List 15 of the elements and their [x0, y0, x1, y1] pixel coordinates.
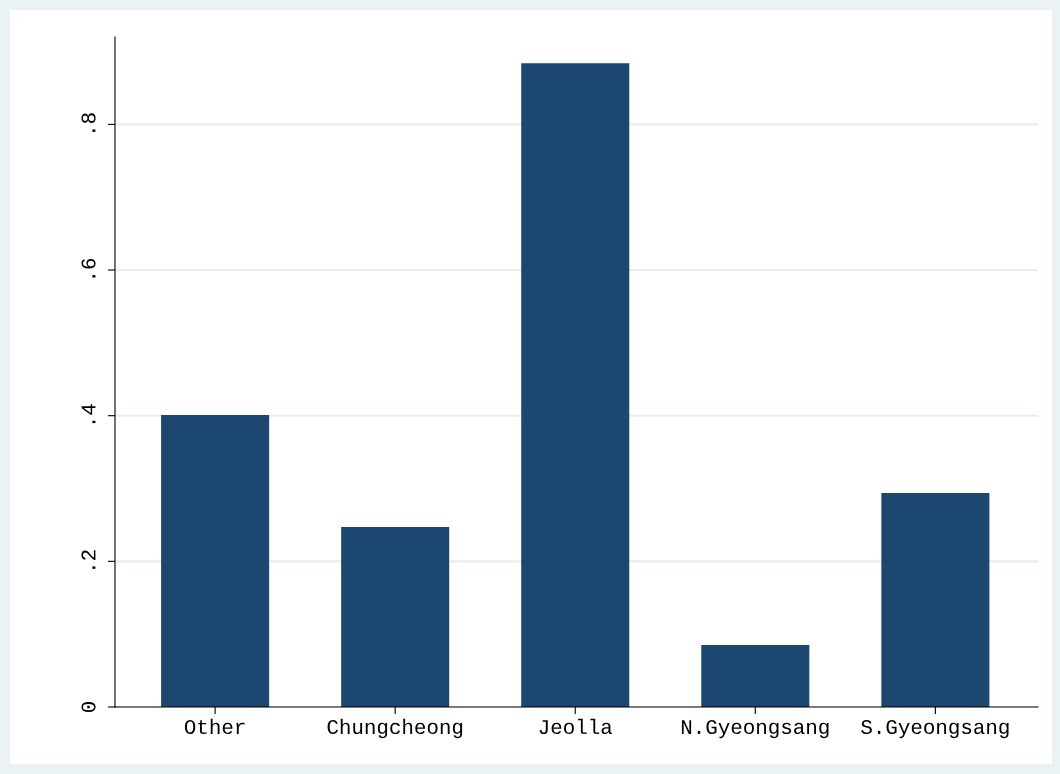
y-tick-label: .2 [81, 550, 96, 569]
x-tick-label: Other [184, 718, 245, 735]
bar [521, 63, 630, 707]
y-tick-label: .6 [81, 258, 96, 278]
bar [341, 527, 450, 707]
bar [701, 645, 810, 707]
bar [881, 492, 990, 707]
y-tick-label: .4 [81, 404, 96, 424]
x-tick-label: N.Gyeongsang [681, 719, 829, 739]
y-tick-label: .8 [81, 113, 96, 132]
x-tick-label: Jeolla [539, 718, 613, 735]
y-tick-label: 0 [81, 702, 96, 712]
bar [161, 414, 270, 707]
x-tick-label: Chungcheong [327, 718, 463, 739]
x-tick-label: S.Gyeongsang [861, 719, 1009, 739]
